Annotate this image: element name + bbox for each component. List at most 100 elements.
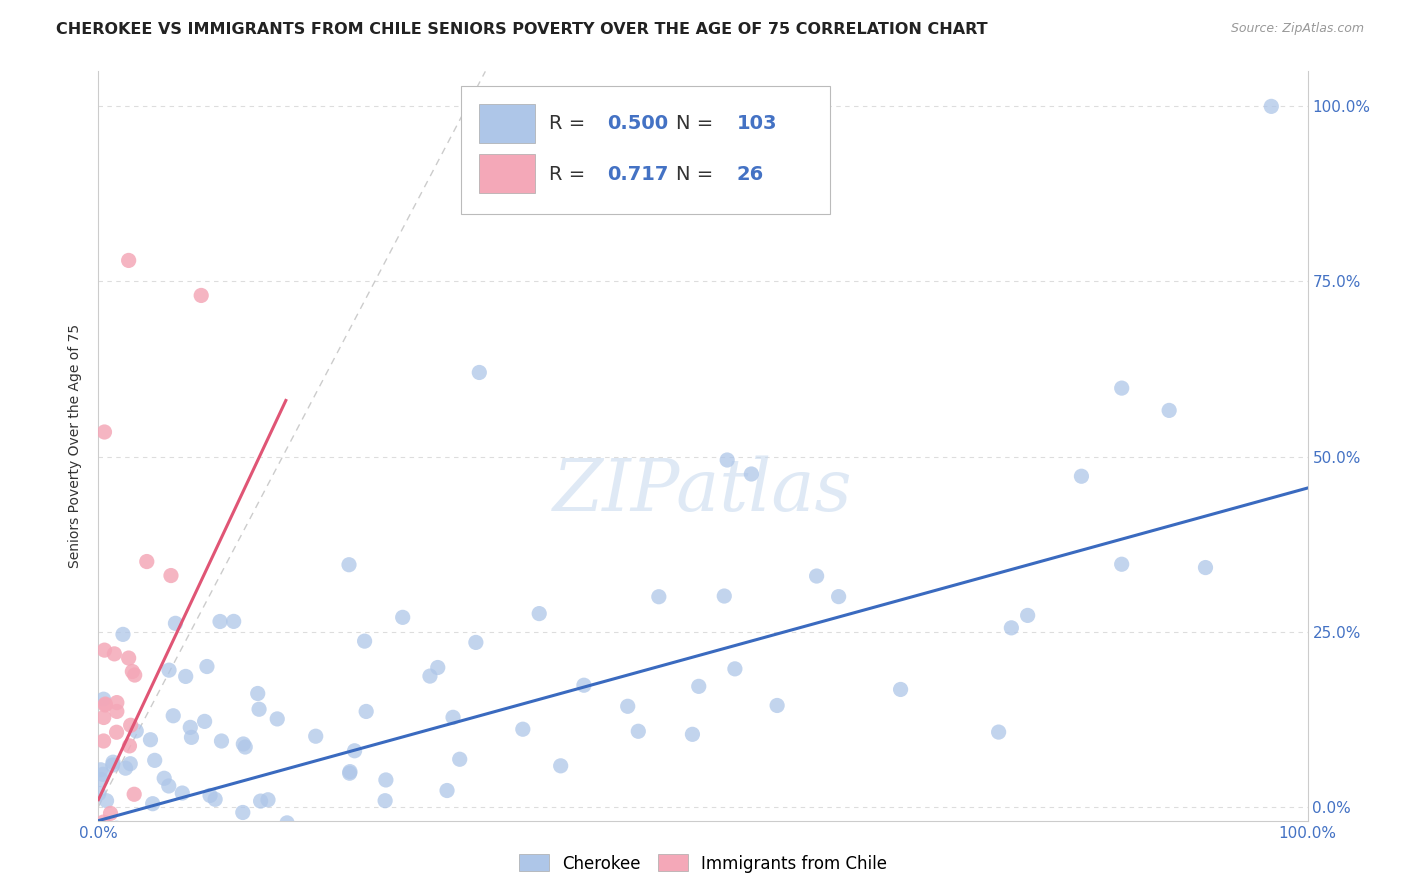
Point bbox=[572, 678, 595, 692]
Point bbox=[139, 732, 162, 747]
Point bbox=[987, 725, 1010, 739]
Point bbox=[98, 835, 121, 849]
Point bbox=[90, 772, 112, 787]
Point bbox=[305, 729, 328, 743]
Point bbox=[125, 723, 148, 738]
Point bbox=[96, 794, 118, 808]
Point bbox=[740, 467, 762, 481]
Point bbox=[339, 764, 361, 779]
Point bbox=[93, 841, 115, 855]
Point bbox=[91, 815, 114, 830]
Point bbox=[180, 731, 202, 745]
Point bbox=[257, 793, 280, 807]
Point bbox=[1111, 381, 1133, 395]
FancyBboxPatch shape bbox=[479, 103, 534, 143]
Point bbox=[90, 826, 112, 840]
Point bbox=[112, 835, 135, 849]
Point bbox=[87, 787, 110, 801]
Point bbox=[157, 779, 180, 793]
Point bbox=[157, 663, 180, 677]
Point bbox=[121, 665, 143, 679]
Point bbox=[1070, 469, 1092, 483]
Point bbox=[449, 752, 471, 766]
Point bbox=[247, 702, 270, 716]
Point bbox=[198, 789, 221, 803]
Point bbox=[233, 739, 256, 754]
Point bbox=[94, 697, 117, 711]
Point bbox=[716, 453, 738, 467]
Point bbox=[94, 698, 117, 712]
Point bbox=[105, 725, 128, 739]
Point bbox=[94, 841, 117, 855]
Point bbox=[391, 610, 413, 624]
FancyBboxPatch shape bbox=[479, 153, 534, 193]
Text: R =: R = bbox=[550, 113, 592, 133]
Text: 0.717: 0.717 bbox=[607, 164, 669, 184]
Point bbox=[1159, 403, 1181, 417]
Point bbox=[238, 835, 260, 849]
Point bbox=[118, 739, 141, 753]
Point bbox=[188, 835, 211, 849]
Point bbox=[103, 647, 125, 661]
Point bbox=[105, 705, 128, 719]
Point bbox=[97, 841, 120, 855]
Text: 0.500: 0.500 bbox=[607, 113, 669, 133]
Point bbox=[91, 767, 114, 781]
Point bbox=[143, 753, 166, 767]
Point bbox=[827, 590, 849, 604]
Text: 103: 103 bbox=[737, 113, 778, 133]
Point bbox=[688, 679, 710, 693]
Point bbox=[90, 763, 112, 777]
Point bbox=[93, 692, 115, 706]
Point bbox=[276, 816, 298, 830]
Point bbox=[766, 698, 789, 713]
Point bbox=[117, 822, 139, 836]
Point bbox=[124, 668, 146, 682]
Point bbox=[153, 772, 176, 786]
Point bbox=[179, 720, 201, 734]
Point bbox=[1194, 560, 1216, 574]
Point bbox=[353, 634, 375, 648]
Point bbox=[1017, 608, 1039, 623]
Point bbox=[419, 669, 441, 683]
Point bbox=[194, 714, 217, 729]
Point bbox=[100, 828, 122, 842]
Point bbox=[232, 805, 254, 820]
Point bbox=[436, 783, 458, 797]
Point bbox=[120, 718, 142, 732]
Point bbox=[118, 651, 141, 665]
Point bbox=[174, 669, 197, 683]
Point bbox=[150, 835, 173, 849]
Point bbox=[354, 705, 377, 719]
Y-axis label: Seniors Poverty Over the Age of 75: Seniors Poverty Over the Age of 75 bbox=[69, 324, 83, 568]
Point bbox=[142, 797, 165, 811]
Point bbox=[111, 627, 134, 641]
Point bbox=[190, 288, 212, 302]
Point bbox=[1111, 558, 1133, 572]
Point bbox=[1000, 621, 1022, 635]
Point bbox=[174, 826, 197, 840]
Point bbox=[249, 794, 271, 808]
Point bbox=[681, 727, 703, 741]
Point bbox=[98, 835, 121, 849]
Point bbox=[114, 761, 136, 775]
Point bbox=[337, 558, 360, 572]
Point bbox=[162, 708, 184, 723]
Point bbox=[890, 682, 912, 697]
Text: 26: 26 bbox=[737, 164, 763, 184]
Point bbox=[512, 723, 534, 737]
Point bbox=[122, 787, 145, 801]
Point bbox=[226, 833, 249, 847]
Point bbox=[195, 659, 218, 673]
Text: Source: ZipAtlas.com: Source: ZipAtlas.com bbox=[1230, 22, 1364, 36]
Point bbox=[648, 590, 671, 604]
Point bbox=[105, 822, 128, 836]
Point bbox=[149, 835, 172, 849]
Point bbox=[555, 835, 578, 849]
Point bbox=[441, 710, 464, 724]
Point bbox=[343, 744, 366, 758]
Point bbox=[208, 615, 231, 629]
Point bbox=[550, 759, 572, 773]
Point bbox=[160, 568, 183, 582]
Point bbox=[165, 616, 187, 631]
